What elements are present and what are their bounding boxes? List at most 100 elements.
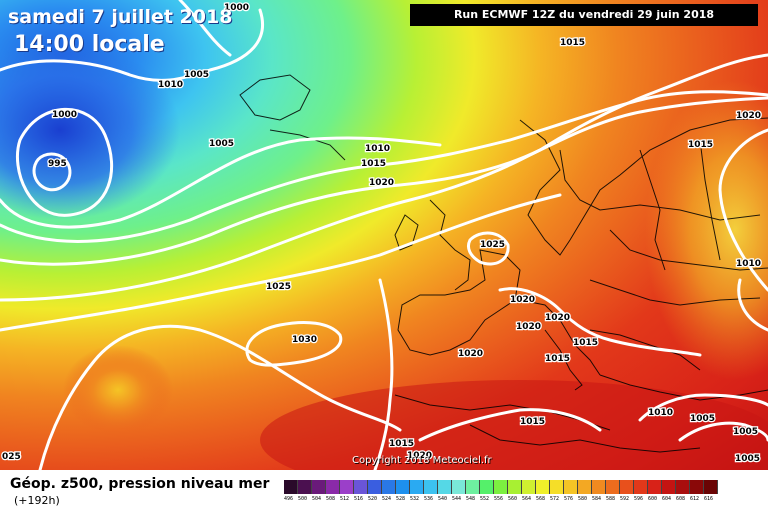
- field-title: Géop. z500, pression niveau mer: [10, 476, 270, 492]
- isobar-label: 1005: [733, 427, 758, 437]
- isobar-label: 1025: [480, 240, 505, 250]
- isobar-label: 1015: [688, 140, 713, 150]
- color-scale: 496 500 504 508 512 516 520 524 528 532 536 540 544 5…: [284, 480, 718, 502]
- scale-label: 576: [564, 496, 574, 502]
- scale-label: 600: [648, 496, 658, 502]
- scale-label: 496: [284, 496, 294, 502]
- scale-swatch: 564: [522, 480, 536, 502]
- azores-high-core: [63, 345, 173, 435]
- isobar-1000-low: [15, 107, 114, 217]
- isobar-1020-south: [373, 278, 394, 470]
- scale-label: 520: [368, 496, 378, 502]
- scale-swatch: 612: [690, 480, 704, 502]
- scale-swatch: 520: [368, 480, 382, 502]
- legend-footer: Géop. z500, pression niveau mer (+192h) …: [0, 470, 768, 512]
- isobar-label: 1020: [407, 451, 432, 461]
- isobar-1020: [0, 96, 768, 302]
- scale-swatch: 560: [508, 480, 522, 502]
- scale-label: 592: [620, 496, 630, 502]
- isobar-label: 1015: [361, 159, 386, 169]
- scale-swatch: 508: [326, 480, 340, 502]
- scale-label: 508: [326, 496, 336, 502]
- scale-swatch: 532: [410, 480, 424, 502]
- isobar-label: 1015: [520, 417, 545, 427]
- isobar-label: 1020: [545, 313, 570, 323]
- scale-label: 536: [424, 496, 434, 502]
- scale-label: 560: [508, 496, 518, 502]
- isobar-1025-south: [38, 324, 402, 470]
- isobar-1010: [0, 90, 768, 243]
- scale-label: 532: [410, 496, 420, 502]
- scale-label: 616: [704, 496, 714, 502]
- scale-swatch: 592: [620, 480, 634, 502]
- isobar-1015-med: [418, 408, 602, 442]
- isobar-label: 1020: [736, 111, 761, 121]
- scale-swatch: 500: [298, 480, 312, 502]
- scale-swatch: 572: [550, 480, 564, 502]
- isobars: [0, 0, 768, 470]
- scale-swatch: 608: [676, 480, 690, 502]
- scale-swatch: 524: [382, 480, 396, 502]
- isobar-label: 1005: [735, 454, 760, 464]
- isobar-label: 1010: [158, 80, 183, 90]
- scale-label: 528: [396, 496, 406, 502]
- isobar-1005-mid: [0, 136, 442, 229]
- scale-swatch: 588: [606, 480, 620, 502]
- isobar-1005-north: [0, 8, 265, 82]
- isobar-1030: [245, 320, 343, 367]
- scale-label: 612: [690, 496, 700, 502]
- forecast-time-title: 14:00 locale: [14, 32, 165, 57]
- isobar-label: 1005: [184, 70, 209, 80]
- scale-swatch: 528: [396, 480, 410, 502]
- scale-swatch: 548: [466, 480, 480, 502]
- scale-label: 544: [452, 496, 462, 502]
- scale-swatch: 516: [354, 480, 368, 502]
- isobar-label: 1015: [560, 38, 585, 48]
- scale-label: 568: [536, 496, 546, 502]
- isobar-label: 1020: [458, 349, 483, 359]
- scale-label: 580: [578, 496, 588, 502]
- scale-label: 596: [634, 496, 644, 502]
- scale-swatch: 596: [634, 480, 648, 502]
- lead-time: (+192h): [14, 494, 60, 507]
- copyright-notice: Copyright 2018 Meteociel.fr: [352, 455, 492, 466]
- isobar-label: 1020: [510, 295, 535, 305]
- geopotential-map: 1000 1005 1010 1000 995 1005 1015 1010 1…: [0, 0, 768, 470]
- eastern-ridge: [645, 80, 768, 380]
- scale-swatch: 580: [578, 480, 592, 502]
- isobar-label: 1025: [266, 282, 291, 292]
- isobar-label: 995: [48, 159, 67, 169]
- scale-swatch: 568: [536, 480, 550, 502]
- isobar-label: 1000: [224, 3, 249, 13]
- scale-label: 556: [494, 496, 504, 502]
- scale-label: 548: [466, 496, 476, 502]
- scale-swatch: 556: [494, 480, 508, 502]
- isobar-label: 1015: [573, 338, 598, 348]
- isobar-1010-east: [737, 278, 768, 332]
- scale-label: 608: [676, 496, 686, 502]
- scale-swatch: 496: [284, 480, 298, 502]
- scale-label: 524: [382, 496, 392, 502]
- isobar-1015-east: [718, 128, 768, 292]
- scale-swatch: 504: [312, 480, 326, 502]
- scale-label: 516: [354, 496, 364, 502]
- scale-label: 564: [522, 496, 532, 502]
- isobar-1020-france: [498, 287, 702, 357]
- scale-label: 500: [298, 496, 308, 502]
- scale-swatch: 576: [564, 480, 578, 502]
- isobar-label: 1005: [690, 414, 715, 424]
- isobar-label: 1000: [52, 110, 77, 120]
- isobar-label: 1020: [516, 322, 541, 332]
- scale-label: 552: [480, 496, 490, 502]
- scale-label: 604: [662, 496, 672, 502]
- isobar-1000-north: [178, 0, 232, 57]
- scale-swatch: 552: [480, 480, 494, 502]
- scale-label: 512: [340, 496, 350, 502]
- scale-swatch: 544: [452, 480, 466, 502]
- scale-swatch: 616: [704, 480, 718, 502]
- scale-swatch: 584: [592, 480, 606, 502]
- isobar-label: 1015: [545, 354, 570, 364]
- scale-swatch: 512: [340, 480, 354, 502]
- isobar-995: [32, 152, 72, 192]
